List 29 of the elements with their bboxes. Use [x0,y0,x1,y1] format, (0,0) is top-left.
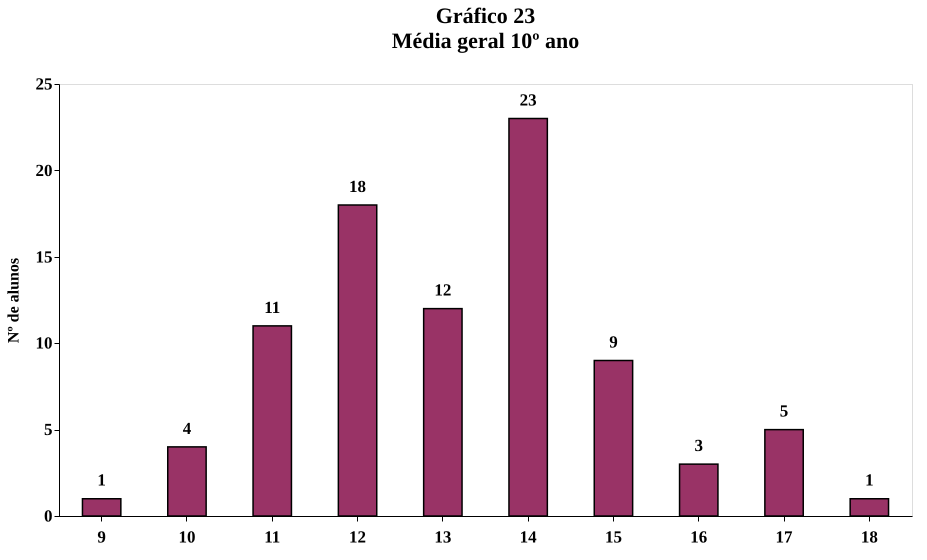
y-tick-label: 20 [36,160,52,180]
y-tick-label: 10 [36,334,52,353]
y-tick-label: 0 [44,506,52,526]
x-tick-label: 17 [776,528,794,546]
x-tick-label: 18 [860,528,878,546]
data-label: 4 [182,418,192,438]
chart-subtitle: Média geral 10º ano [392,28,580,53]
data-label: 1 [97,470,106,490]
data-label: 23 [520,90,537,110]
x-tick-label: 11 [264,528,280,546]
y-axis-title: Nº de alunos [6,258,22,344]
x-tick-label: 12 [349,528,366,546]
x-tick-label: 9 [97,528,106,546]
x-tick-label: 16 [690,528,708,546]
data-label: 11 [264,298,280,317]
x-tick-label: 14 [520,528,538,546]
y-tick-label: 25 [36,74,52,94]
chart-title: Gráfico 23 [436,3,536,28]
y-tick-label: 15 [36,247,52,266]
x-tick-label: 15 [604,528,622,546]
y-tick-label: 5 [44,420,52,440]
data-label: 18 [349,176,366,196]
data-label: 1 [865,470,874,490]
x-tick-label: 13 [434,528,452,546]
data-label: 12 [434,280,452,300]
data-label: 9 [609,332,618,352]
data-label: 5 [780,402,788,421]
data-label: 3 [694,436,703,456]
x-tick-label: 10 [178,528,196,546]
